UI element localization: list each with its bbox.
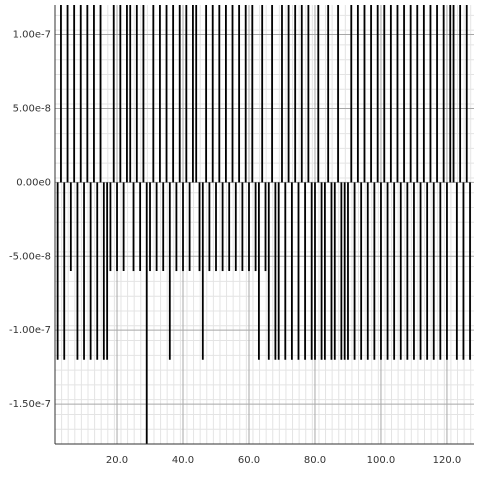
x-tick-label: 120.0 <box>433 455 462 466</box>
y-tick-label: -5.00e-8 <box>9 251 51 262</box>
y-tick-label: 0.00e0 <box>16 177 51 188</box>
y-tick-label: 1.00e-7 <box>13 30 51 41</box>
y-tick-label: -1.50e-7 <box>9 399 51 410</box>
y-tick-label: 5.00e-8 <box>13 103 51 114</box>
x-tick-label: 20.0 <box>106 455 128 466</box>
x-tick-label: 40.0 <box>172 455 194 466</box>
y-tick-label: -1.00e-7 <box>9 325 51 336</box>
x-tick-label: 80.0 <box>304 455 326 466</box>
x-tick-label: 100.0 <box>367 455 396 466</box>
x-tick-label: 60.0 <box>238 455 260 466</box>
